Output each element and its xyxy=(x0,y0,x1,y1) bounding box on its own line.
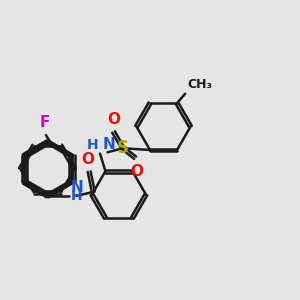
Text: H: H xyxy=(71,189,83,203)
Text: O: O xyxy=(130,164,143,178)
Text: N: N xyxy=(102,137,115,152)
Text: O: O xyxy=(81,152,94,167)
Text: F: F xyxy=(39,115,50,130)
Text: CH₃: CH₃ xyxy=(187,78,212,91)
Text: S: S xyxy=(117,139,129,157)
Text: H: H xyxy=(87,138,98,152)
Text: O: O xyxy=(107,112,120,127)
Text: N: N xyxy=(71,180,84,195)
